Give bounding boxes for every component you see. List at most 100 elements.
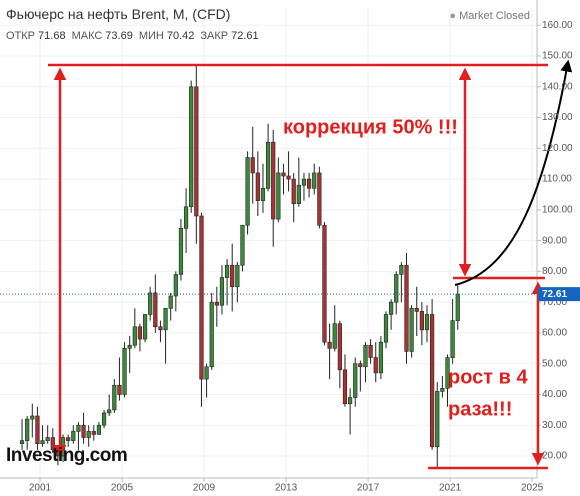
candle-body [96, 424, 102, 435]
candle-body [271, 141, 276, 220]
status-dot: ● [449, 10, 457, 22]
ohlc-value: 70.42 [166, 30, 195, 42]
candle-body [373, 357, 378, 374]
candle-body [19, 440, 25, 444]
x-tick-label: 2013 [275, 483, 298, 494]
last-price-label: 72.61 [542, 289, 567, 300]
candle-body [240, 224, 245, 266]
ohlc-label: ЗАКР [200, 30, 229, 42]
candle-body [224, 264, 230, 278]
candle-body [265, 141, 271, 189]
candle-body [430, 314, 435, 448]
candle-body [399, 264, 404, 275]
candle-body [260, 188, 266, 201]
candle-body [122, 348, 127, 395]
candle-body [214, 301, 219, 306]
y-tick-label: 140.00 [542, 81, 573, 92]
y-tick-label: 40.00 [542, 389, 567, 400]
x-tick-label: 2005 [111, 483, 134, 494]
x-tick-label: 2017 [357, 483, 380, 494]
candle-body [368, 344, 373, 358]
candle-body [296, 184, 301, 204]
candle-body [250, 157, 255, 174]
candle-body [163, 308, 168, 331]
candle-body [71, 431, 76, 441]
forecast-arrow [454, 59, 573, 286]
y-tick-label: 130.00 [542, 112, 573, 123]
candle-body [255, 172, 260, 201]
candle-body [455, 293, 460, 321]
candle-body [286, 175, 291, 180]
candle-body [245, 157, 250, 226]
candle-body [112, 384, 117, 411]
candle-body [148, 292, 153, 315]
annotation: рост в 4 [448, 366, 528, 388]
candle-body [363, 344, 368, 368]
candle-body [435, 391, 440, 448]
candle-body [45, 437, 50, 441]
candle-body [168, 295, 173, 309]
ohlc-label: МИН [138, 30, 164, 42]
candle-body [312, 172, 317, 189]
y-tick-label: 70.00 [542, 297, 567, 308]
candle-body [178, 228, 184, 275]
ohlc-label: МАКС [71, 30, 103, 42]
candle-body [414, 308, 419, 312]
annotations [48, 59, 573, 470]
candle-body [440, 388, 445, 392]
status-text: Market Closed [459, 10, 530, 22]
candle-body [342, 369, 348, 404]
candle-body [30, 415, 35, 420]
candle-body [327, 341, 332, 349]
candle-body [394, 274, 399, 303]
candle-body [348, 397, 353, 404]
candle-body [419, 311, 424, 331]
annotation: раза!!! [448, 398, 512, 420]
market-status: ● Market Closed [449, 10, 530, 22]
ohlc-value: 71.68 [38, 30, 66, 42]
y-tick-label: 150.00 [542, 51, 573, 62]
candle-body [353, 363, 358, 398]
candle-body [25, 418, 30, 441]
candle-body [317, 172, 322, 226]
candle-body [209, 301, 214, 368]
y-tick-label: 60.00 [542, 328, 567, 339]
candle-body [86, 431, 91, 438]
candle-body [291, 178, 296, 204]
logo: Investing.com [6, 445, 127, 466]
candle-body [404, 264, 409, 352]
candle-body [383, 314, 389, 343]
y-tick-label: 80.00 [542, 266, 567, 277]
candle-body [204, 366, 209, 380]
candle-body [450, 320, 455, 358]
ohlc-value: 73.69 [105, 30, 133, 42]
candle-body [219, 277, 225, 306]
ohlc-value: 72.61 [231, 30, 259, 42]
y-tick-label: 20.00 [542, 451, 567, 462]
candle-body [35, 415, 40, 444]
candle-body [101, 412, 107, 426]
candle-body [66, 437, 71, 441]
x-tick-label: 2025 [521, 483, 544, 494]
candle-body [301, 178, 307, 186]
candle-body [76, 424, 81, 432]
candle-body [199, 215, 204, 380]
last-price-tag [538, 287, 580, 302]
candle-body [142, 314, 148, 340]
candle-body [137, 326, 143, 340]
candle-body [337, 323, 342, 371]
candle-body [322, 224, 327, 343]
ohlc-label: ОТКР [6, 30, 36, 42]
candle-body [445, 357, 450, 389]
candle-body [424, 314, 430, 331]
chart-title: Фьючерс на нефть Brent, M, (CFD) [6, 6, 231, 22]
y-tick-label: 160.00 [542, 20, 573, 31]
candle-body [189, 86, 194, 208]
x-tick-label: 2021 [439, 483, 462, 494]
candle-body [153, 292, 158, 328]
y-tick-label: 30.00 [542, 420, 567, 431]
candle-body [173, 274, 178, 297]
candle-body [117, 384, 122, 395]
